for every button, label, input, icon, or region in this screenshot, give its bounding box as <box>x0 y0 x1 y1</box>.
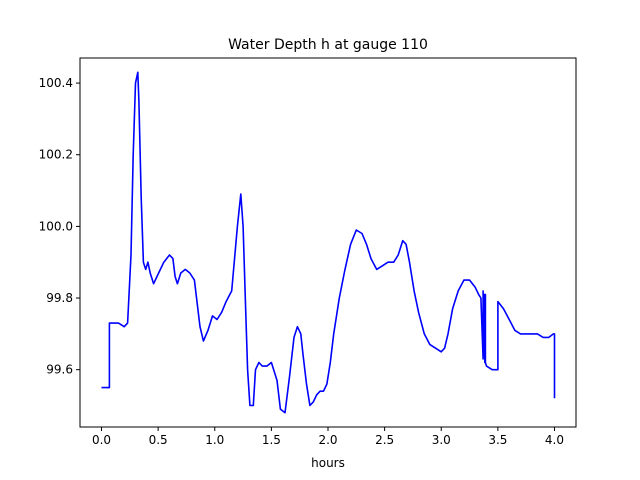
x-tick-label: 0.0 <box>92 433 111 447</box>
x-tick-label: 4.0 <box>545 433 564 447</box>
y-tick-label: 100.2 <box>39 148 73 162</box>
x-tick-label: 3.0 <box>432 433 451 447</box>
plot-frame <box>79 57 577 428</box>
water-depth-series-line <box>101 71 556 414</box>
x-tick-label: 1.5 <box>262 433 281 447</box>
y-tick-label: 100.0 <box>39 219 73 233</box>
chart-title: Water Depth h at gauge 110 <box>228 37 428 53</box>
x-axis-ticks: 0.0 0.5 1.0 1.5 2.0 2.5 3.0 3.5 4.0 <box>92 427 564 447</box>
y-tick-label: 100.4 <box>39 76 73 90</box>
x-tick-label: 2.0 <box>318 433 337 447</box>
y-tick-label: 99.6 <box>46 363 73 377</box>
x-tick-label: 3.5 <box>488 433 507 447</box>
x-tick-label: 0.5 <box>149 433 168 447</box>
plot-area <box>101 71 556 414</box>
y-tick-label: 99.8 <box>46 291 73 305</box>
y-axis-ticks: 99.6 99.8 100.0 100.2 100.4 <box>39 76 80 377</box>
x-axis-label: hours <box>311 456 345 470</box>
x-tick-label: 2.5 <box>375 433 394 447</box>
x-tick-label: 1.0 <box>205 433 224 447</box>
